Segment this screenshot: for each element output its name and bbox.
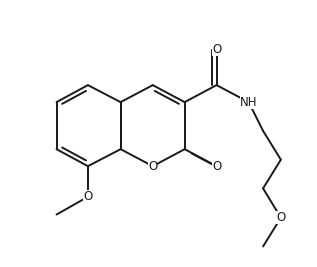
Text: O: O xyxy=(148,160,157,173)
Text: O: O xyxy=(212,43,221,56)
Text: O: O xyxy=(276,211,286,224)
Text: O: O xyxy=(212,160,221,173)
Text: NH: NH xyxy=(240,96,257,109)
Text: O: O xyxy=(83,190,93,203)
